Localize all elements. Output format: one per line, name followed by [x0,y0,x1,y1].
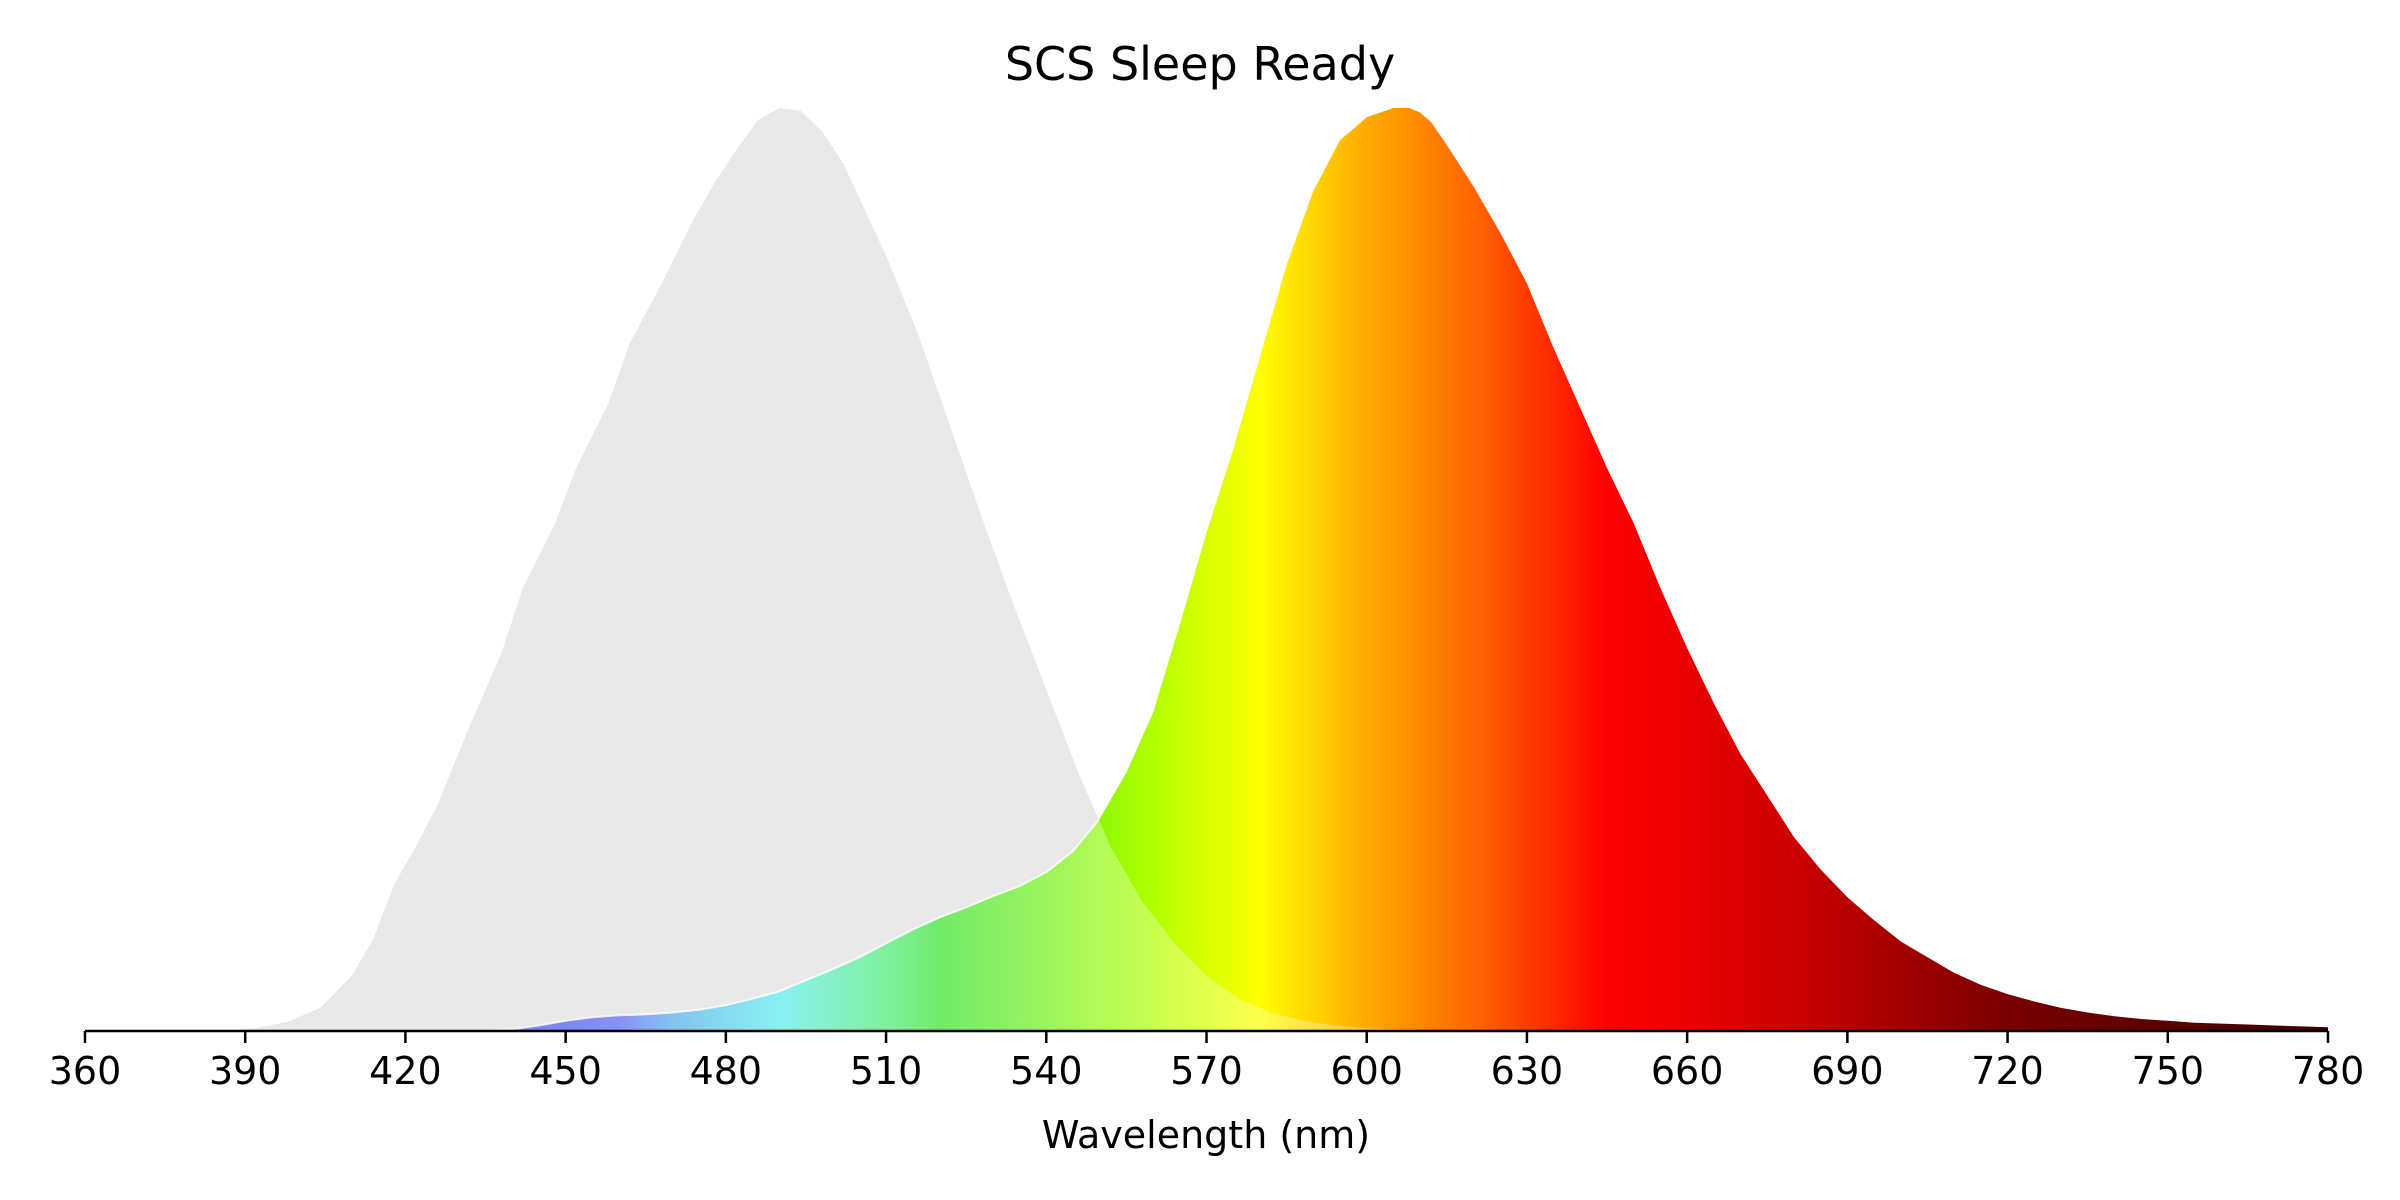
x-tick-label: 630 [1491,1049,1564,1093]
x-tick-label: 600 [1330,1049,1403,1093]
x-tick-label: 780 [2292,1049,2365,1093]
x-tick-label: 570 [1170,1049,1243,1093]
x-axis-label: Wavelength (nm) [1042,1113,1370,1157]
x-tick-label: 720 [1971,1049,2044,1093]
x-axis: 360 390 420 450 480 510 540 570 600 630 660 690 720 7… [49,1029,2365,1093]
x-tick-label: 750 [2132,1049,2205,1093]
plot-area [85,108,2328,1031]
x-tick-label: 450 [529,1049,602,1093]
x-tick-label: 510 [850,1049,923,1093]
x-tick-label: 390 [209,1049,282,1093]
x-tick-label: 690 [1811,1049,1884,1093]
x-tick-label: 660 [1651,1049,1724,1093]
spectrum-area [85,108,2328,1031]
chart-title: SCS Sleep Ready [1005,37,1395,91]
reference-curve-area [85,108,2328,1031]
x-tick-label: 540 [1010,1049,1083,1093]
x-tick-label: 360 [49,1049,122,1093]
x-tick-label: 420 [369,1049,442,1093]
x-tick-label: 480 [690,1049,763,1093]
